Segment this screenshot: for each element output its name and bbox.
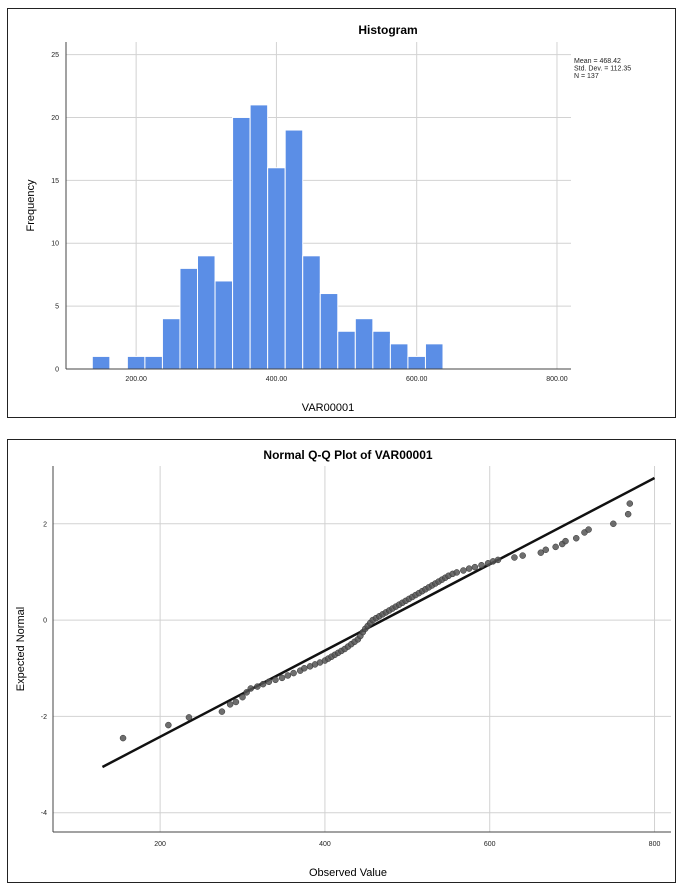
data-point bbox=[290, 669, 297, 677]
data-point bbox=[284, 672, 292, 679]
data-point bbox=[494, 556, 502, 564]
histogram-bar bbox=[424, 343, 444, 370]
stats-line: N = 137 bbox=[574, 73, 599, 80]
histogram-bar bbox=[372, 330, 391, 370]
histogram-bar bbox=[354, 318, 374, 370]
x-tick-label: 600.00 bbox=[406, 376, 428, 383]
x-axis-title: VAR00001 bbox=[302, 402, 354, 414]
y-tick-label: 25 bbox=[51, 52, 59, 59]
stats-line: Mean = 468.42 bbox=[574, 58, 621, 65]
y-tick-label: 20 bbox=[51, 115, 59, 122]
data-point bbox=[585, 526, 592, 533]
data-point bbox=[624, 510, 632, 518]
y-tick-label: 10 bbox=[51, 241, 59, 248]
histogram-bar bbox=[389, 343, 409, 370]
histogram-bar bbox=[126, 355, 146, 370]
chart-title: Normal Q-Q Plot of VAR00001 bbox=[263, 448, 432, 462]
y-tick-label: 15 bbox=[51, 178, 59, 185]
data-point bbox=[453, 569, 461, 576]
data-point bbox=[511, 554, 518, 561]
histogram-bar bbox=[91, 355, 111, 370]
data-point bbox=[626, 500, 634, 507]
histogram-bar bbox=[144, 355, 163, 370]
histogram-bar bbox=[319, 293, 339, 370]
y-tick-label: 2 bbox=[43, 521, 47, 528]
y-tick-label: 0 bbox=[55, 367, 59, 374]
y-tick-label: 0 bbox=[43, 618, 47, 625]
data-point bbox=[572, 534, 580, 542]
data-point bbox=[226, 701, 234, 708]
x-tick-label: 800.00 bbox=[546, 376, 568, 383]
reference-line bbox=[101, 476, 656, 769]
stats-line: Std. Dev. = 112.35 bbox=[574, 66, 631, 73]
data-point bbox=[218, 708, 226, 715]
histogram-bar bbox=[214, 280, 234, 370]
data-point bbox=[247, 685, 255, 692]
qq-plot-chart: -4 -2 0 2 200 400 600 800 Normal Q-Q Plot of VAR… bbox=[15, 448, 671, 879]
histogram-bar bbox=[232, 116, 251, 370]
y-axis-title: Frequency bbox=[25, 179, 37, 231]
data-point bbox=[232, 698, 240, 706]
data-point bbox=[254, 683, 261, 690]
histogram-bar bbox=[337, 330, 356, 370]
x-tick-label: 400 bbox=[319, 841, 331, 848]
data-point bbox=[243, 689, 250, 696]
histogram-bar bbox=[161, 318, 181, 370]
data-point bbox=[552, 543, 559, 551]
data-point bbox=[537, 549, 545, 556]
histogram-panel: 0 5 10 15 20 25 200.00 400.00 600.00 800.00 Histog… bbox=[7, 8, 676, 418]
histogram-bar bbox=[284, 129, 304, 370]
y-axis-title: Expected Normal bbox=[15, 607, 27, 691]
y-tick-label: -2 bbox=[41, 714, 47, 721]
data-point bbox=[519, 552, 526, 559]
data-point bbox=[119, 734, 127, 742]
data-point bbox=[471, 563, 479, 571]
x-axis-title: Observed Value bbox=[309, 867, 387, 879]
y-tick-label: -4 bbox=[41, 810, 47, 817]
data-point bbox=[278, 674, 286, 682]
x-tick-label: 600 bbox=[484, 841, 496, 848]
data-point bbox=[259, 680, 267, 688]
chart-title: Histogram bbox=[358, 23, 417, 37]
histogram-chart: 0 5 10 15 20 25 200.00 400.00 600.00 800.00 Histog… bbox=[25, 23, 631, 414]
data-point bbox=[265, 678, 273, 685]
data-point bbox=[301, 665, 308, 672]
histogram-bar bbox=[249, 104, 269, 370]
histogram-bar bbox=[267, 167, 286, 370]
data-point bbox=[239, 693, 246, 701]
data-point bbox=[562, 537, 569, 545]
qq-plot-panel: -4 -2 0 2 200 400 600 800 Normal Q-Q Plot of VAR… bbox=[7, 439, 676, 883]
data-point bbox=[542, 546, 550, 554]
histogram-bar bbox=[179, 267, 199, 370]
histogram-bar bbox=[197, 255, 216, 370]
x-tick-label: 800 bbox=[649, 841, 661, 848]
data-point bbox=[610, 520, 617, 528]
data-point bbox=[165, 721, 172, 729]
data-point bbox=[272, 676, 279, 684]
histogram-bar bbox=[407, 355, 426, 370]
x-tick-label: 200 bbox=[154, 841, 166, 848]
x-tick-label: 200.00 bbox=[125, 376, 147, 383]
x-tick-label: 400.00 bbox=[266, 376, 288, 383]
data-point bbox=[478, 561, 485, 569]
data-point bbox=[185, 714, 193, 721]
data-point bbox=[460, 567, 467, 574]
y-tick-label: 5 bbox=[55, 304, 59, 311]
histogram-bar bbox=[302, 255, 321, 370]
data-point bbox=[465, 565, 473, 572]
